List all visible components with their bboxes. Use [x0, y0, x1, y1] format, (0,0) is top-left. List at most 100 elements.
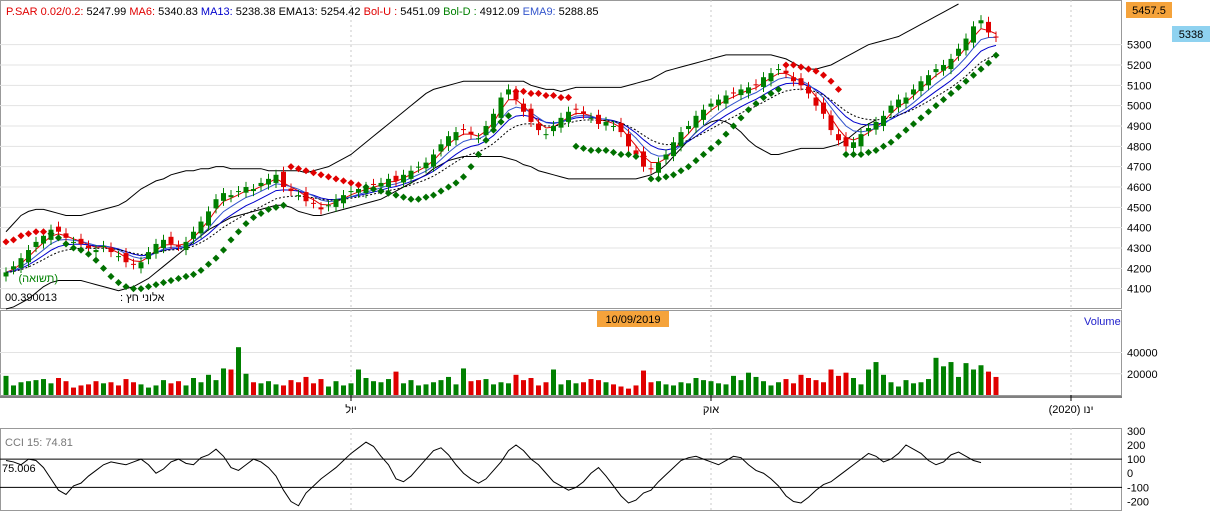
- candle-body: [633, 150, 639, 155]
- sar-marker: [849, 150, 858, 159]
- candle-body: [11, 266, 16, 270]
- sar-marker: [819, 71, 828, 79]
- price-tick-label: 5000: [1127, 101, 1151, 113]
- price-legend: P.SAR 0.02/0.2: 5247.99 MA6: 5340.83 MA1…: [6, 6, 598, 18]
- sar-marker: [647, 175, 655, 183]
- price-tick-label: 4600: [1127, 182, 1151, 194]
- cci-panel[interactable]: 300 200 100 0 -100 -200: [0, 426, 1149, 509]
- candle-body: [221, 193, 226, 201]
- volume-bar: [243, 373, 249, 395]
- sar-marker: [47, 230, 55, 238]
- sar-marker: [812, 67, 820, 75]
- price-tick-label: 4700: [1127, 162, 1151, 174]
- volume-bar: [896, 386, 901, 395]
- candle-body: [828, 115, 834, 131]
- candle-body: [258, 182, 264, 186]
- candle-body: [806, 86, 811, 94]
- volume-bar: [783, 379, 789, 395]
- volume-bar: [138, 384, 144, 395]
- candle-body: [491, 113, 496, 128]
- sar-marker: [2, 238, 10, 246]
- volume-bar: [333, 381, 339, 395]
- ema13-line: [5, 54, 997, 273]
- candle-body: [176, 245, 181, 247]
- candle-body: [701, 109, 706, 120]
- volume-bar: [228, 369, 234, 395]
- volume-bar: [168, 383, 174, 395]
- candle-body: [93, 250, 99, 253]
- volume-bar: [468, 381, 474, 395]
- candle-body: [971, 26, 976, 43]
- volume-bar: [116, 385, 121, 395]
- volume-bar: [536, 385, 541, 395]
- candle-body: [311, 202, 316, 204]
- candle-body: [446, 136, 451, 146]
- grid-lines: 4100 4200 4300 4400 4500 4600 4700 4800 4900 5000…: [0, 0, 1151, 510]
- volume-bar: [813, 380, 819, 395]
- candle-body: [626, 133, 631, 147]
- sar-marker: [624, 150, 633, 159]
- volume-bar: [93, 381, 99, 395]
- candle-body: [821, 102, 826, 114]
- cci-tick-label: 200: [1127, 440, 1145, 452]
- sar-marker: [272, 203, 280, 211]
- sar-marker: [302, 167, 310, 175]
- sar-marker: [587, 146, 595, 154]
- sar-marker: [182, 272, 190, 281]
- volume-bar: [416, 385, 421, 395]
- candle-body: [543, 134, 549, 136]
- candle-body: [671, 142, 676, 157]
- sar-marker: [264, 205, 273, 213]
- candle-body: [131, 263, 136, 265]
- volume-bar: [266, 381, 271, 395]
- candle-body: [813, 97, 819, 106]
- candle-body: [228, 195, 234, 198]
- volume-bar: [528, 378, 534, 395]
- sar-marker: [429, 191, 438, 199]
- candle-body: [273, 174, 279, 183]
- price-tick-label: 4500: [1127, 202, 1151, 214]
- volume-bar: [86, 384, 91, 395]
- candle-body: [281, 171, 286, 187]
- candle-body: [461, 129, 466, 131]
- price-panel[interactable]: [2, 3, 1000, 310]
- candle-body: [798, 78, 804, 86]
- sar-marker: [189, 270, 198, 278]
- candle-body: [986, 21, 991, 33]
- sar-marker: [174, 274, 183, 283]
- date-flag-text: 10/09/2019: [605, 314, 660, 326]
- volume-bar: [191, 378, 196, 395]
- sar-marker: [992, 51, 1000, 59]
- volume-bar: [491, 384, 496, 395]
- volume-bar: [941, 366, 946, 395]
- sar-marker: [662, 173, 670, 181]
- sar-marker: [917, 114, 925, 122]
- sar-marker: [129, 285, 138, 293]
- volume-bar: [153, 385, 159, 395]
- sar-marker: [557, 93, 565, 102]
- sar-marker: [422, 193, 430, 201]
- volume-bar: [828, 369, 834, 395]
- legend-label: Bol-U :: [361, 6, 401, 18]
- sar-marker: [369, 185, 378, 193]
- volume-bar: [626, 388, 631, 395]
- sar-marker: [512, 87, 520, 95]
- candle-body: [18, 258, 24, 268]
- volume-bar: [296, 382, 301, 395]
- volume-panel[interactable]: 20000 40000: [0, 347, 1158, 395]
- sar-marker: [902, 126, 910, 134]
- volume-bar: [48, 383, 54, 395]
- volume-bar: [206, 374, 211, 395]
- volume-bar: [663, 384, 669, 395]
- legend-label: MA13:: [198, 6, 236, 18]
- sar-marker: [227, 236, 235, 244]
- volume-bar: [738, 380, 744, 395]
- volume-bar: [836, 375, 841, 395]
- candle-body: [198, 221, 204, 234]
- candle-body: [356, 189, 361, 193]
- volume-bar: [461, 368, 466, 395]
- sar-marker: [339, 177, 348, 185]
- price-frame: [0, 0, 1122, 309]
- sar-marker: [774, 85, 783, 93]
